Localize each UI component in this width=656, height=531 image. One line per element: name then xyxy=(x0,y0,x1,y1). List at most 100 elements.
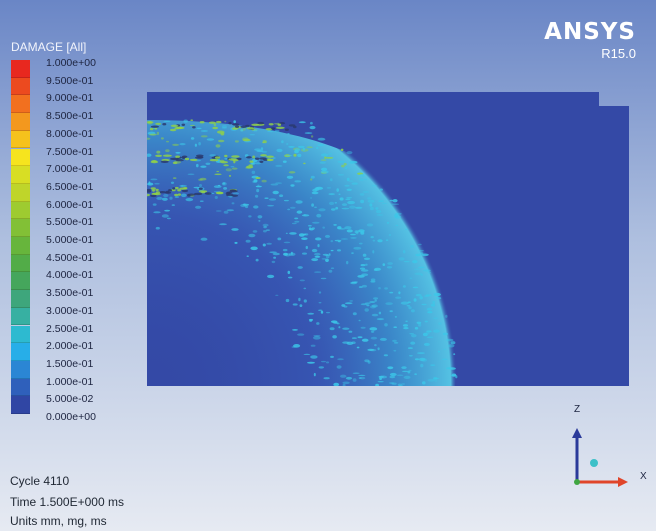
damage-speckle xyxy=(271,260,276,264)
units-label: Units mm, mg, ms xyxy=(10,514,107,528)
damage-speckle xyxy=(213,185,222,188)
damage-speckle xyxy=(357,336,363,339)
damage-speckle xyxy=(336,365,342,369)
damage-streak xyxy=(174,186,179,190)
damage-speckle xyxy=(343,162,347,166)
damage-streak xyxy=(246,156,252,159)
damage-speckle xyxy=(262,141,265,144)
damage-speckle xyxy=(362,253,367,257)
damage-speckle xyxy=(257,184,260,187)
damage-speckle xyxy=(172,177,177,179)
damage-speckle xyxy=(366,223,374,227)
damage-speckle xyxy=(155,122,162,125)
damage-speckle xyxy=(242,138,251,142)
damage-streak xyxy=(150,125,159,128)
damage-speckle xyxy=(175,151,181,154)
legend-tick-label: 6.500e-01 xyxy=(46,180,94,193)
damage-speckle xyxy=(248,233,256,238)
damage-speckle xyxy=(316,322,320,325)
damage-speckle xyxy=(307,361,315,364)
damage-speckle xyxy=(230,166,235,168)
damage-speckle xyxy=(412,260,418,264)
damage-speckle xyxy=(245,239,251,243)
damage-speckle xyxy=(234,241,238,244)
axis-triad[interactable]: Z X xyxy=(560,400,650,500)
damage-speckle xyxy=(282,160,287,163)
legend-entry: 3.000e-01 xyxy=(11,305,161,326)
damage-speckle xyxy=(360,199,365,204)
damage-speckle xyxy=(195,205,202,209)
damage-speckle xyxy=(245,167,251,169)
legend-tick-label: 3.500e-01 xyxy=(46,287,94,300)
damage-speckle xyxy=(318,291,322,294)
damage-speckle xyxy=(420,363,424,368)
damage-speckle xyxy=(314,252,321,256)
legend-color-swatch xyxy=(11,183,30,202)
damage-speckle xyxy=(340,238,349,240)
damage-speckle xyxy=(433,329,440,333)
damage-speckle xyxy=(354,230,359,234)
damage-speckle xyxy=(347,200,355,205)
damage-speckle xyxy=(301,237,308,240)
damage-speckle xyxy=(297,153,302,158)
damage-speckle xyxy=(371,304,378,308)
damage-streak xyxy=(172,161,178,165)
damage-streak xyxy=(225,192,231,195)
cycle-label: Cycle 4110 xyxy=(10,474,70,488)
damage-speckle xyxy=(153,211,161,214)
damage-streak xyxy=(231,155,240,158)
damage-speckle xyxy=(386,222,390,224)
damage-streak xyxy=(220,161,228,164)
damage-speckle xyxy=(351,281,357,283)
damage-speckle xyxy=(222,182,226,185)
legend-color-swatch xyxy=(11,378,30,397)
damage-contour-model[interactable] xyxy=(147,92,629,386)
damage-speckle xyxy=(345,376,353,380)
damage-speckle xyxy=(415,293,422,297)
damage-speckle xyxy=(340,374,347,378)
damage-speckle xyxy=(250,246,258,251)
damage-speckle xyxy=(277,237,282,241)
damage-speckle xyxy=(312,221,320,224)
damage-speckle xyxy=(417,250,424,252)
damage-speckle xyxy=(375,207,379,210)
damage-speckle xyxy=(150,178,158,181)
damage-streak xyxy=(197,156,204,159)
damage-speckle xyxy=(269,251,277,254)
damage-speckle xyxy=(359,173,365,177)
damage-speckle xyxy=(360,264,366,267)
damage-speckle xyxy=(180,185,184,187)
damage-speckle xyxy=(352,378,357,382)
damage-speckle xyxy=(377,239,383,243)
damage-speckle xyxy=(255,194,259,198)
damage-speckle xyxy=(149,133,157,136)
damage-speckle xyxy=(252,180,256,183)
legend-entry: 8.000e-01 xyxy=(11,128,161,149)
damage-streak xyxy=(160,160,169,163)
legend-entry: 1.500e-01 xyxy=(11,358,161,379)
damage-speckle xyxy=(337,358,344,361)
damage-speckle xyxy=(302,147,306,151)
legend-title: DAMAGE [All] xyxy=(11,40,87,54)
damage-speckle xyxy=(393,342,399,344)
damage-speckle xyxy=(166,217,171,220)
damage-speckle xyxy=(361,338,369,342)
damage-speckle xyxy=(408,369,412,372)
damage-speckle xyxy=(341,164,345,168)
damage-speckle xyxy=(350,233,356,236)
damage-speckle xyxy=(360,326,366,329)
damage-speckle xyxy=(334,239,342,242)
damage-speckle xyxy=(213,123,217,127)
damage-speckle xyxy=(223,187,228,190)
damage-speckle xyxy=(156,150,161,154)
damage-speckle xyxy=(386,266,393,269)
damage-speckle xyxy=(341,203,348,206)
legend-entry: 1.000e-01 xyxy=(11,376,161,397)
damage-streak xyxy=(212,126,219,130)
damage-streak xyxy=(268,123,274,126)
damage-speckle xyxy=(318,208,326,212)
damage-speckle xyxy=(209,154,217,157)
damage-speckle xyxy=(337,249,341,252)
damage-streak xyxy=(257,121,265,125)
